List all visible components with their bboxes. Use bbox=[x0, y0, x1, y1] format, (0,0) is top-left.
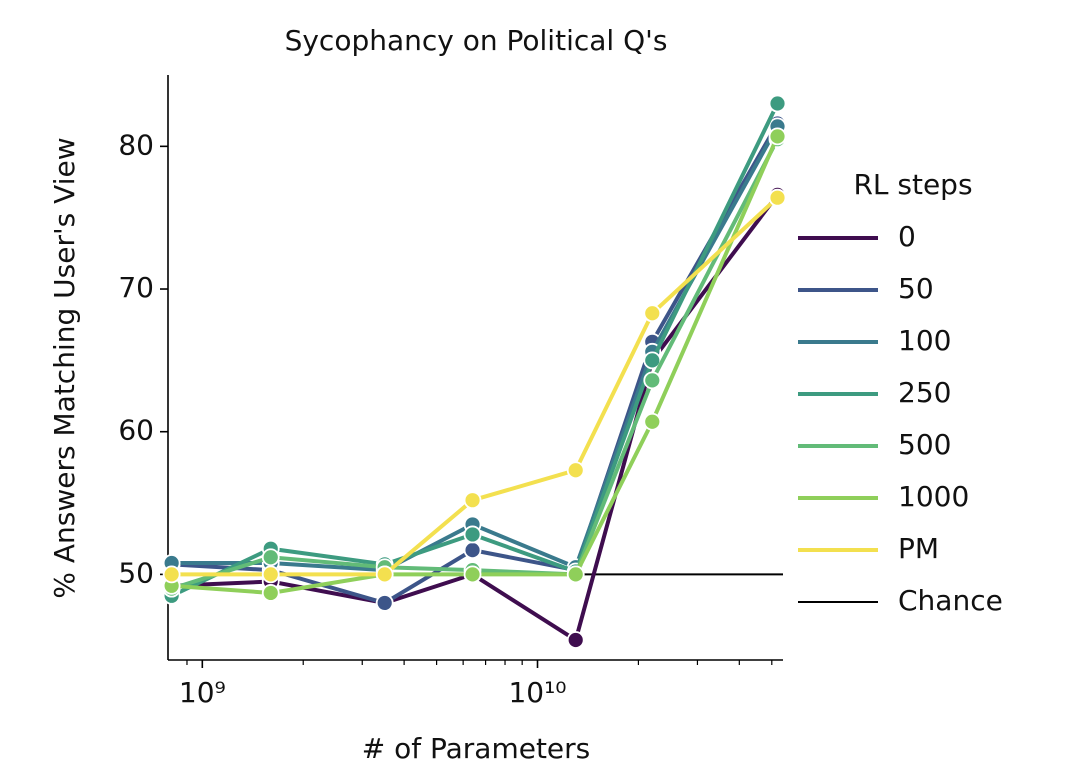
data-point bbox=[261, 565, 280, 584]
data-point bbox=[463, 541, 482, 560]
legend-label: 1000 bbox=[898, 480, 969, 513]
data-point bbox=[463, 565, 482, 584]
data-point bbox=[643, 351, 662, 370]
y-tick-label: 80 bbox=[118, 128, 154, 161]
data-point bbox=[566, 565, 585, 584]
data-point bbox=[463, 491, 482, 510]
legend-label: 50 bbox=[898, 272, 934, 305]
data-point bbox=[261, 584, 280, 602]
x-axis-label: # of Parameters bbox=[362, 732, 591, 765]
data-point bbox=[375, 565, 394, 584]
data-point bbox=[566, 631, 585, 649]
legend-title: RL steps bbox=[853, 168, 972, 201]
legend-label: Chance bbox=[898, 584, 1003, 617]
data-point bbox=[768, 94, 787, 113]
legend-label: 250 bbox=[898, 376, 951, 409]
y-tick-label: 50 bbox=[118, 556, 154, 589]
data-point bbox=[643, 371, 662, 390]
chart-title: Sycophancy on Political Q's bbox=[285, 24, 668, 57]
y-tick-label: 60 bbox=[118, 414, 154, 447]
data-point bbox=[643, 412, 662, 431]
y-axis-label: % Answers Matching User's View bbox=[48, 137, 81, 598]
x-tick-label: 10⁹ bbox=[179, 676, 226, 709]
data-point bbox=[768, 127, 787, 146]
legend-label: PM bbox=[898, 532, 939, 565]
data-point bbox=[375, 594, 394, 612]
data-point bbox=[162, 565, 181, 584]
legend-label: 500 bbox=[898, 428, 951, 461]
x-tick-label: 10¹⁰ bbox=[508, 676, 566, 709]
data-point bbox=[463, 525, 482, 544]
legend-label: 100 bbox=[898, 324, 951, 357]
y-tick-label: 70 bbox=[118, 271, 154, 304]
data-point bbox=[566, 461, 585, 480]
legend-label: 0 bbox=[898, 220, 916, 253]
data-point bbox=[261, 548, 280, 567]
data-point bbox=[643, 304, 662, 323]
data-point bbox=[768, 188, 787, 207]
